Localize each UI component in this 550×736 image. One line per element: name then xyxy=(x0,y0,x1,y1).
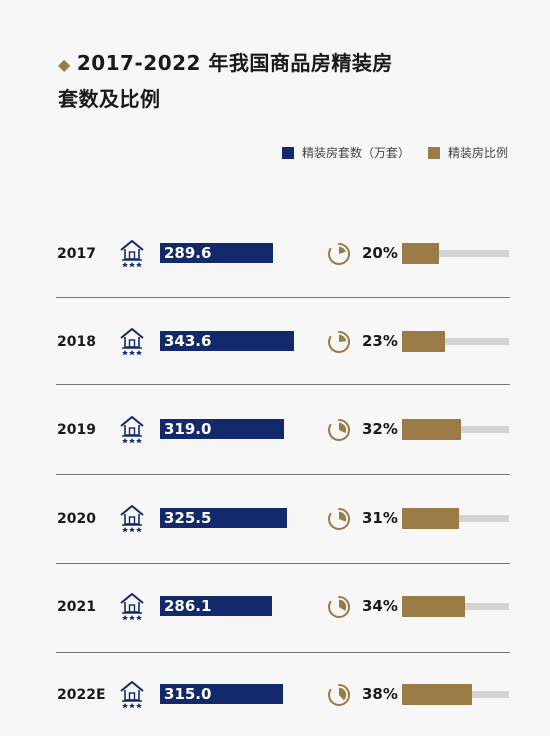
row-divider xyxy=(56,652,510,653)
row-divider xyxy=(56,384,510,385)
legend-swatch-ratio xyxy=(427,146,440,159)
ratio-bar xyxy=(402,331,445,352)
count-value-label: 343.6 xyxy=(164,332,212,350)
house-icon xyxy=(120,327,144,356)
count-bar xyxy=(160,596,272,616)
count-value-label: 315.0 xyxy=(164,685,212,703)
count-value-label: 286.1 xyxy=(164,597,212,615)
legend-item-ratio: 精装房比例 xyxy=(427,144,508,161)
year-label: 2022E xyxy=(57,687,106,703)
chart-row-2022E: 2022E 315.0 38% xyxy=(0,675,550,715)
legend: 精装房套数（万套） 精装房比例 xyxy=(264,144,508,161)
ratio-bar xyxy=(402,508,460,529)
house-icon xyxy=(120,415,144,444)
year-label: 2020 xyxy=(57,511,96,527)
diamond-bullet-icon: ◆ xyxy=(58,55,71,74)
count-value-label: 289.6 xyxy=(164,244,212,262)
chart-row-2020: 2020 325.5 31% xyxy=(0,499,550,539)
ratio-value-label: 20% xyxy=(362,244,398,262)
year-label: 2019 xyxy=(57,422,96,438)
ratio-value-label: 38% xyxy=(362,685,398,703)
ratio-track xyxy=(402,338,509,345)
pie-icon xyxy=(328,683,351,706)
row-divider xyxy=(56,297,510,298)
house-icon xyxy=(120,680,144,709)
count-bar xyxy=(160,331,294,351)
ratio-track xyxy=(402,250,509,257)
legend-label-ratio: 精装房比例 xyxy=(447,146,508,160)
title-text-1: 2017-2022 年我国商品房精装房 xyxy=(76,51,393,75)
title-line-2: 套数及比例 xyxy=(58,87,161,111)
pie-icon xyxy=(328,242,351,265)
ratio-value-label: 31% xyxy=(362,509,398,527)
ratio-value-label: 32% xyxy=(362,420,398,438)
chart-title: ◆ 2017-2022 年我国商品房精装房 套数及比例 xyxy=(58,46,498,116)
count-value-label: 325.5 xyxy=(164,509,212,527)
ratio-bar xyxy=(402,419,462,440)
house-icon xyxy=(120,239,144,268)
pie-icon xyxy=(328,595,351,618)
ratio-bar xyxy=(402,596,465,617)
year-label: 2018 xyxy=(57,334,96,350)
chart-row-2017: 2017 289.6 20% xyxy=(0,234,550,274)
year-label: 2021 xyxy=(57,599,96,615)
count-bar xyxy=(160,508,287,528)
chart-row-2021: 2021 286.1 34% xyxy=(0,587,550,627)
house-icon xyxy=(120,504,144,533)
chart-row-2019: 2019 319.0 32% xyxy=(0,410,550,450)
pie-icon xyxy=(328,330,351,353)
row-divider xyxy=(56,563,510,564)
count-bar xyxy=(160,419,285,439)
ratio-bar xyxy=(402,243,439,264)
title-line-1: ◆ 2017-2022 年我国商品房精装房 xyxy=(58,46,498,82)
row-divider xyxy=(56,474,510,475)
chart-row-2018: 2018 343.6 23% xyxy=(0,322,550,362)
legend-item-count: 精装房套数（万套） xyxy=(281,144,410,161)
ratio-bar xyxy=(402,684,473,705)
pie-icon xyxy=(328,507,351,530)
count-bar xyxy=(160,243,273,263)
house-icon xyxy=(120,592,144,621)
legend-swatch-count xyxy=(281,146,294,159)
legend-label-count: 精装房套数（万套） xyxy=(301,146,410,160)
ratio-value-label: 34% xyxy=(362,597,398,615)
year-label: 2017 xyxy=(57,246,96,262)
ratio-value-label: 23% xyxy=(362,332,398,350)
count-value-label: 319.0 xyxy=(164,420,212,438)
count-bar xyxy=(160,684,283,704)
pie-icon xyxy=(328,418,351,441)
